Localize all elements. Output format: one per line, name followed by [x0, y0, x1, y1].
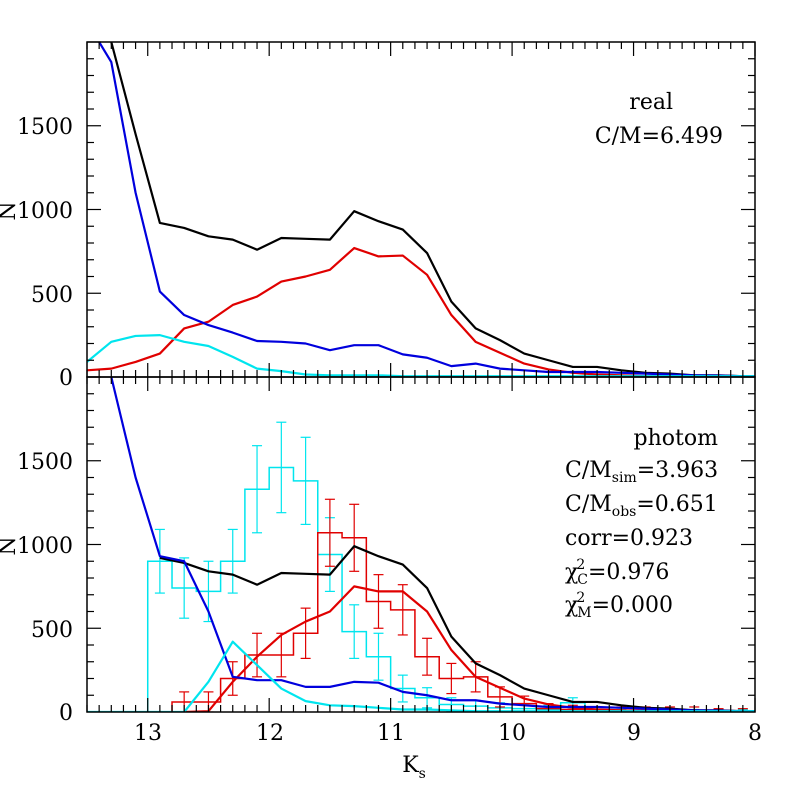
panel-real: 0 500 1000 1500 N real C/M=6.499 — [0, 41, 756, 391]
annotation-chi2-c-symbol: χ — [565, 560, 578, 585]
bottom-y-axis-label: N — [0, 536, 21, 555]
x-axis-label-sub: s — [419, 766, 426, 782]
panel-photom: 0 500 1000 1500 13 12 11 10 9 8 N Ks pho… — [0, 376, 762, 782]
annotation-chi2-c: χ2 C=0.976 — [565, 557, 669, 588]
annotation-chi2-c-value: =0.976 — [588, 560, 669, 585]
bottom-ticks-layer — [86, 376, 756, 712]
top-y-tick-label: 500 — [31, 283, 73, 308]
annotation-cm-ratio: C/M=6.499 — [595, 124, 723, 149]
annotation-cm-obs-value: =0.651 — [636, 492, 717, 517]
annotation-cm-obs-sub: obs — [612, 504, 637, 520]
x-tick-label: 9 — [627, 721, 641, 746]
bottom-y-tick-label: 1500 — [17, 450, 73, 475]
annotation-chi2-m-symbol: χ — [565, 593, 578, 618]
annotation-chi2-c-sub: C — [577, 572, 588, 588]
x-tick-label: 8 — [748, 721, 762, 746]
bottom-y-tick-label: 1000 — [17, 534, 73, 559]
top-y-tick-label: 0 — [59, 366, 73, 391]
top-ticks-layer — [86, 41, 756, 377]
top-y-tick-label: 1000 — [17, 199, 73, 224]
annotation-cm-sim-main: C/M — [565, 458, 612, 483]
top-series-line-2 — [98, 42, 755, 377]
bottom-y-tick-labels: 0 500 1000 1500 — [17, 450, 73, 726]
x-tick-label: 13 — [134, 721, 162, 746]
bottom-x-tick-labels: 13 12 11 10 9 8 — [134, 721, 762, 746]
top-y-axis-label: N — [0, 201, 21, 220]
x-axis-label-main: K — [402, 753, 419, 778]
annotation-chi2-m-sub: M — [577, 605, 591, 621]
x-tick-label: 12 — [256, 721, 284, 746]
bottom-y-tick-label: 500 — [31, 618, 73, 643]
annotation-real: real — [629, 90, 673, 115]
top-y-tick-labels: 0 500 1000 1500 — [17, 115, 73, 391]
bottom-y-tick-label: 0 — [59, 701, 73, 726]
annotation-cm-obs: C/Mobs=0.651 — [565, 492, 718, 520]
annotation-chi2-m-sup: 2 — [576, 590, 585, 606]
x-tick-label: 10 — [498, 721, 526, 746]
annotation-cm-obs-main: C/M — [565, 492, 612, 517]
annotation-cm-sim: C/Msim=3.963 — [565, 458, 718, 486]
annotation-chi2-m: χ2 M=0.000 — [565, 590, 673, 621]
annotation-corr: corr=0.923 — [565, 526, 693, 551]
top-y-tick-label: 1500 — [17, 115, 73, 140]
annotation-chi2-c-sup: 2 — [576, 557, 585, 573]
x-axis-label: Ks — [402, 753, 426, 782]
annotation-cm-sim-value: =3.963 — [637, 458, 718, 483]
annotation-photom: photom — [634, 426, 719, 451]
x-tick-label: 11 — [377, 721, 405, 746]
annotation-cm-sim-sub: sim — [612, 470, 637, 486]
bottom-plot-frame — [86, 376, 756, 713]
annotation-chi2-m-value: =0.000 — [592, 593, 673, 618]
